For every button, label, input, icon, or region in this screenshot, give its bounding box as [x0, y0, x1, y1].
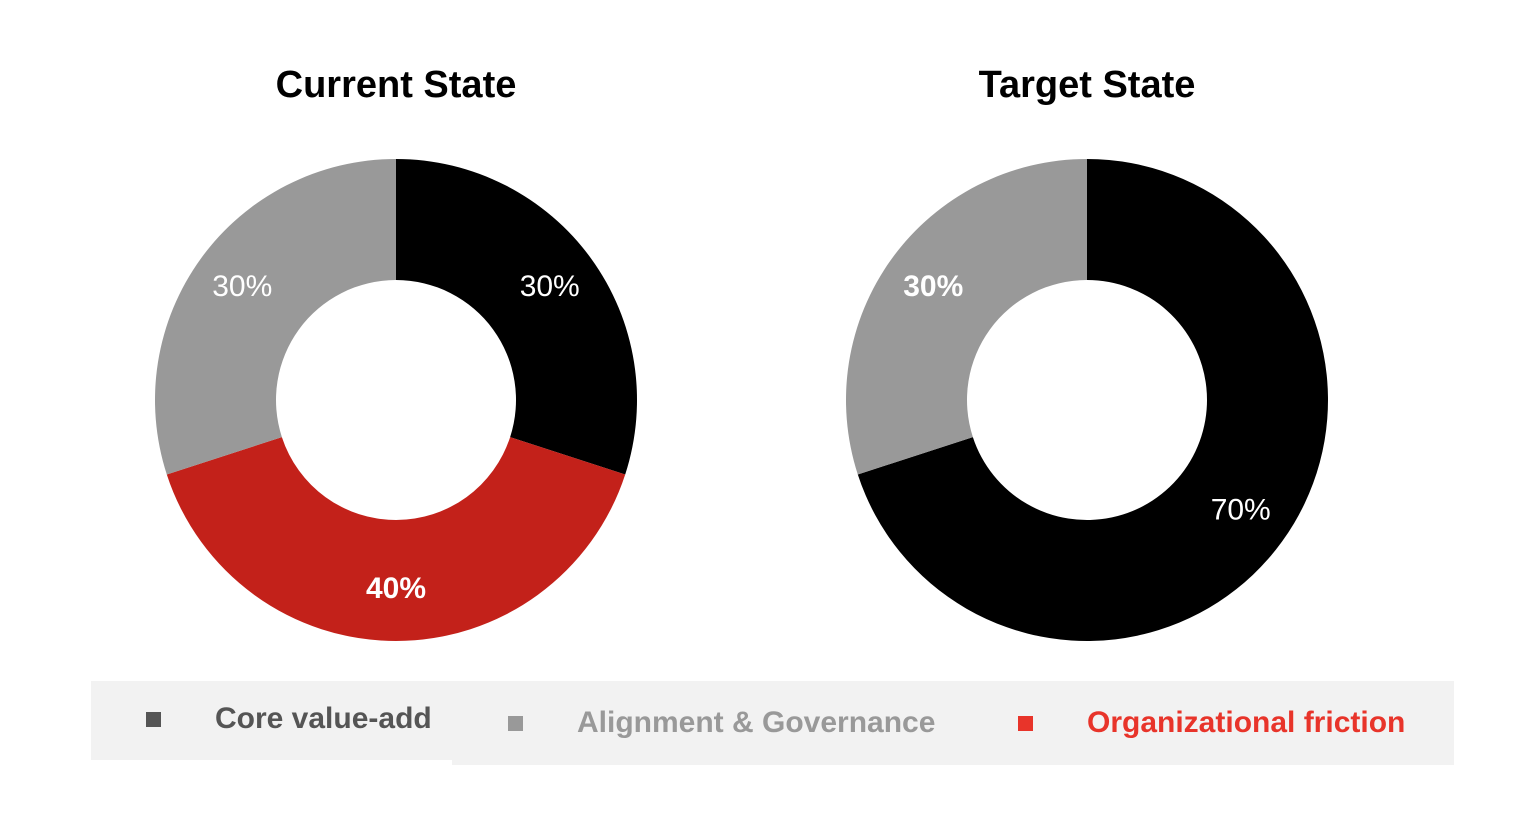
slice-label-alignment-governance-1: 30% — [903, 270, 963, 303]
legend-label-organizational-friction: Organizational friction — [1087, 706, 1406, 739]
target-state-title: Target State — [978, 64, 1196, 106]
legend-swatch-organizational-friction — [1018, 715, 1033, 731]
legend-item-organizational-friction: Organizational friction — [1018, 706, 1405, 740]
slice-alignment-governance-1 — [846, 159, 1087, 475]
slice-core-value-add-1 — [857, 159, 1328, 641]
legend-label-alignment-governance: Alignment & Governance — [577, 706, 936, 739]
legend-label-core-value-add: Core value-add — [215, 702, 432, 735]
slice-core-value-add-0 — [396, 159, 637, 475]
current-state-title: Current State — [275, 64, 517, 106]
target-state-donut: 70% 30% — [846, 159, 1328, 641]
slice-label-organizational-friction-0: 40% — [366, 572, 426, 605]
legend-swatch-core-value-add — [146, 711, 161, 727]
legend-item-alignment-governance: Alignment & Governance — [508, 706, 935, 740]
legend-swatch-alignment-governance — [508, 715, 523, 731]
legend-item-core-value-add: Core value-add — [146, 702, 432, 736]
slice-alignment-governance-0 — [154, 159, 396, 475]
slice-organizational-friction-0 — [166, 437, 626, 642]
slice-label-core-value-add-1: 70% — [1211, 494, 1271, 527]
legend-background-extended — [452, 681, 1454, 765]
current-state-donut: 30% 40% 30% — [154, 159, 637, 642]
slice-label-core-value-add-0: 30% — [520, 270, 580, 303]
slice-label-alignment-governance-0: 30% — [212, 270, 272, 303]
